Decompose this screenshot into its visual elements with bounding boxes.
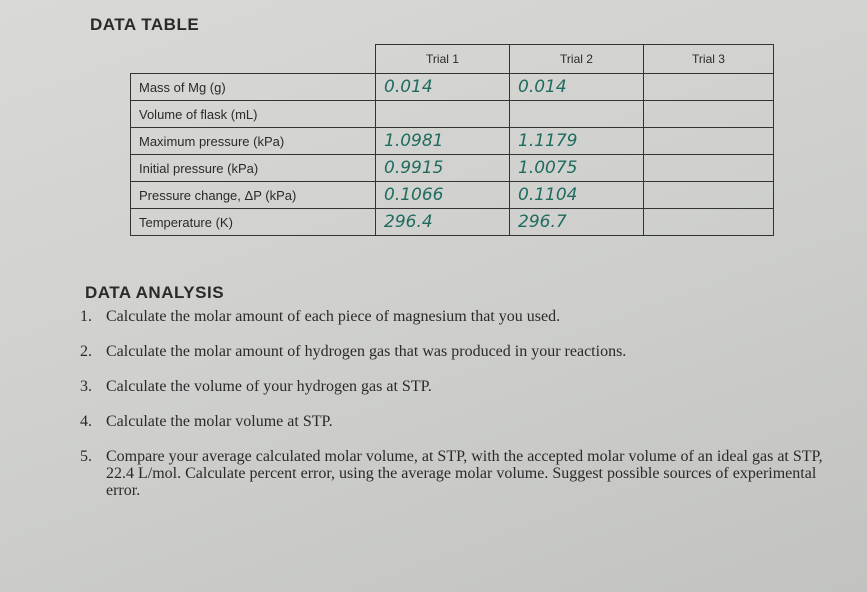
cell (643, 208, 774, 236)
question: 2. Calculate the molar amount of hydrogen… (80, 343, 825, 360)
question: 4. Calculate the molar volume at STP. (80, 413, 825, 430)
cell (643, 181, 774, 209)
row-label: Volume of flask (mL) (130, 100, 376, 128)
cell (509, 100, 644, 128)
column-header: Trial 2 (509, 44, 644, 74)
question-number: 3. (80, 378, 92, 395)
header-row: Trial 1 Trial 2 Trial 3 (130, 44, 774, 74)
table-row: Mass of Mg (g) 0.014 0.014 (130, 73, 774, 101)
handwritten-value: 1.0075 (509, 154, 644, 182)
row-label: Pressure change, ΔP (kPa) (130, 181, 376, 209)
cell (643, 73, 774, 101)
handwritten-value: 0.1066 (375, 181, 510, 209)
handwritten-value: 0.1104 (509, 181, 644, 209)
table-row: Maximum pressure (kPa) 1.0981 1.1179 (130, 127, 774, 155)
row-label: Initial pressure (kPa) (130, 154, 376, 182)
handwritten-value: 0.9915 (375, 154, 510, 182)
cell (375, 100, 510, 128)
data-table: Trial 1 Trial 2 Trial 3 Mass of Mg (g) 0.… (130, 44, 774, 236)
handwritten-value: 0.014 (375, 73, 510, 101)
handwritten-value: 296.7 (509, 208, 644, 236)
question-list: 1. Calculate the molar amount of each pie… (80, 308, 825, 517)
question: 1. Calculate the molar amount of each pie… (80, 308, 825, 325)
table-row: Temperature (K) 296.4 296.7 (130, 208, 774, 236)
row-label: Maximum pressure (kPa) (130, 127, 376, 155)
question-text: Calculate the molar amount of each piece… (106, 308, 561, 325)
column-header: Trial 1 (375, 44, 510, 74)
handwritten-value: 1.0981 (375, 127, 510, 155)
question-number: 5. (80, 448, 92, 465)
handwritten-value: 1.1179 (509, 127, 644, 155)
handwritten-value: 296.4 (375, 208, 510, 236)
question-number: 4. (80, 413, 92, 430)
table-row: Volume of flask (mL) (130, 100, 774, 128)
question-text: Compare your average calculated molar vo… (106, 448, 823, 499)
cell (130, 44, 376, 74)
question-text: Calculate the volume of your hydrogen ga… (106, 378, 432, 395)
handwritten-value: 0.014 (509, 73, 644, 101)
cell (643, 100, 774, 128)
table-row: Pressure change, ΔP (kPa) 0.1066 0.1104 (130, 181, 774, 209)
analysis-title: DATA ANALYSIS (85, 283, 225, 302)
cell (643, 127, 774, 155)
question: 3. Calculate the volume of your hydrogen … (80, 378, 825, 395)
column-header: Trial 3 (643, 44, 774, 74)
question-text: Calculate the molar amount of hydrogen g… (106, 343, 627, 360)
question: 5. Compare your average calculated molar … (80, 448, 825, 499)
table-title: DATA TABLE (90, 15, 200, 34)
cell (643, 154, 774, 182)
table-row: Initial pressure (kPa) 0.9915 1.0075 (130, 154, 774, 182)
question-number: 2. (80, 343, 92, 360)
row-label: Temperature (K) (130, 208, 376, 236)
row-label: Mass of Mg (g) (130, 73, 376, 101)
question-text: Calculate the molar volume at STP. (106, 413, 333, 430)
question-number: 1. (80, 308, 92, 325)
